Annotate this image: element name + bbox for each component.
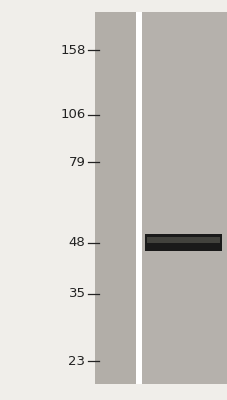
Bar: [146, 237, 219, 242]
Text: 79: 79: [68, 156, 85, 168]
Text: 48: 48: [69, 236, 85, 249]
Text: 35: 35: [68, 287, 85, 300]
Text: 106: 106: [60, 108, 85, 121]
Bar: [142, 12, 226, 384]
Bar: [94, 12, 135, 384]
Bar: [144, 234, 221, 251]
Text: 23: 23: [68, 355, 85, 368]
Text: 158: 158: [60, 44, 85, 56]
Bar: [135, 12, 142, 384]
